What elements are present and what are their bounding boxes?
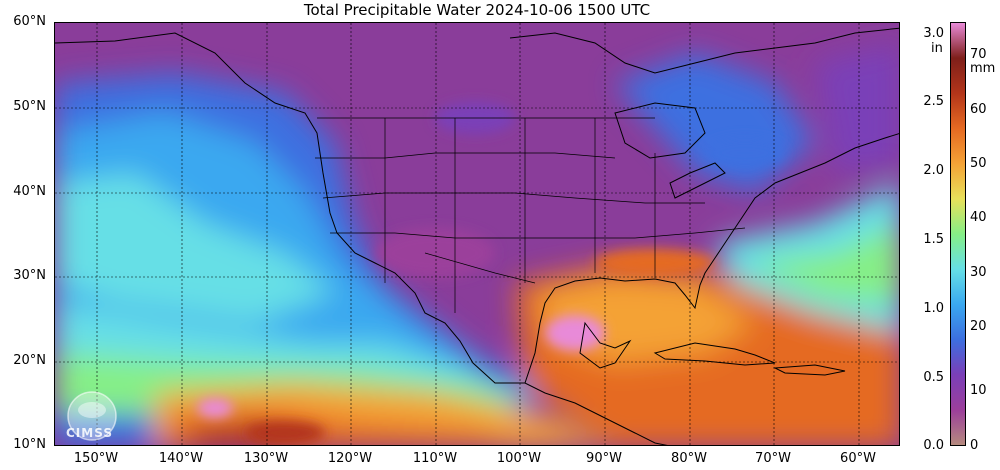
colorbar-inch-label: 1.0 <box>923 301 944 316</box>
colorbar-mm-label: 10 <box>970 383 987 398</box>
colorbar-mm-label: 60 <box>970 102 987 117</box>
colorbar <box>950 22 966 446</box>
map-canvas <box>55 23 899 445</box>
lon-label-150w: 150°W <box>73 451 119 466</box>
colorbar-inch-label: 1.5 <box>923 232 944 247</box>
colorbar-mm-label: 0 <box>970 438 979 453</box>
lat-label-10: 10°N <box>13 437 46 452</box>
lat-label-40: 40°N <box>13 184 46 199</box>
lat-label-30: 30°N <box>13 268 46 283</box>
lon-label-110w: 110°W <box>412 451 458 466</box>
colorbar-mm-label: 40 <box>970 210 987 225</box>
colorbar-mm-label: 70 <box>970 47 987 62</box>
lon-label-70w: 70°W <box>755 451 791 466</box>
map-title: Total Precipitable Water 2024-10-06 1500… <box>303 1 651 19</box>
colorbar-inch-label: 0.5 <box>923 370 944 385</box>
colorbar-inch-label: 2.5 <box>923 94 944 109</box>
lon-label-90w: 90°W <box>586 451 622 466</box>
colorbar-inch-label: 0.0 <box>923 438 944 453</box>
cimss-logo-text: CIMSS <box>66 426 113 440</box>
lat-label-60: 60°N <box>13 14 46 29</box>
cimss-logo <box>67 391 117 441</box>
graticule <box>55 23 899 445</box>
lon-label-120w: 120°W <box>327 451 373 466</box>
lat-label-50: 50°N <box>13 99 46 114</box>
coastlines <box>55 27 899 445</box>
colorbar-mm-label: 30 <box>970 265 987 280</box>
colorbar-inch-label: 2.0 <box>923 163 944 178</box>
precipitable-water-map <box>54 22 900 446</box>
colorbar-inch-label: 3.0 <box>923 26 944 41</box>
lon-label-60w: 60°W <box>840 451 876 466</box>
lat-label-20: 20°N <box>13 353 46 368</box>
colorbar-mm-label: 50 <box>970 156 987 171</box>
lon-label-80w: 80°W <box>671 451 707 466</box>
lon-label-100w: 100°W <box>496 451 542 466</box>
lon-label-130w: 130°W <box>243 451 289 466</box>
colorbar-mm-label: 20 <box>970 319 987 334</box>
lon-label-140w: 140°W <box>158 451 204 466</box>
colorbar-inch-unit: in <box>931 41 943 56</box>
colorbar-mm-unit: mm <box>970 61 996 76</box>
